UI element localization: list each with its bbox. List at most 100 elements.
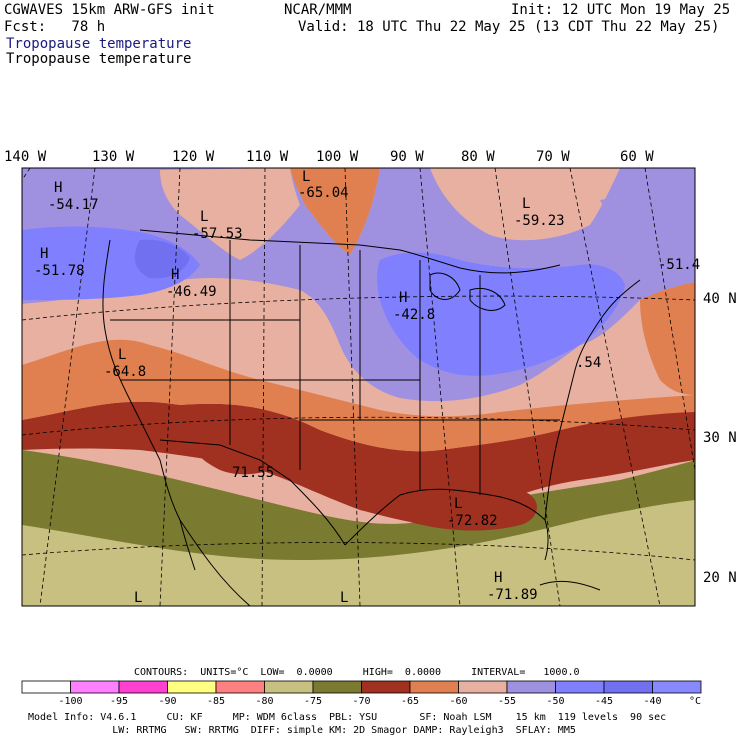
mexico-west-coast (179, 519, 251, 606)
lon-label: 100 W (316, 149, 359, 165)
lon-label: 140 W (4, 149, 47, 165)
center-letter: H (399, 290, 407, 306)
center-value: -51.4 (658, 257, 700, 273)
colorbar-swatch (70, 680, 120, 694)
colorbar-tick-label: -75 (304, 696, 322, 707)
band-blue-core (377, 252, 625, 376)
colorbar-tick-label: -45 (595, 696, 613, 707)
center-value: -42.8 (393, 307, 435, 323)
center-value: .54 (576, 355, 601, 371)
field-label-primary: Tropopause temperature (6, 36, 192, 52)
colorbar-tick-label: -40 (643, 696, 661, 707)
center-value: -59.23 (514, 213, 565, 229)
us-canada-border (139, 229, 561, 274)
center-letter: L (522, 196, 530, 212)
center-letter: H (494, 570, 502, 586)
colorbar-swatch (652, 680, 702, 694)
band-orange-ne (640, 282, 695, 395)
lat-label: 30 N (703, 430, 737, 446)
center-value: -71.89 (487, 587, 538, 603)
center-letter: L (454, 496, 462, 512)
band-darkred-gulf (400, 483, 537, 531)
colorbar-swatch (361, 680, 411, 694)
center-value: -46.49 (166, 284, 217, 300)
colorbar-swatch (215, 680, 265, 694)
model-title: CGWAVES 15km ARW-GFS init (4, 2, 215, 18)
center-label: NCAR/MMM (284, 2, 352, 18)
map-frame (21, 167, 696, 607)
center-letter: L (200, 209, 208, 225)
field-label-secondary: Tropopause temperature (6, 51, 192, 67)
colorbar-swatch (409, 680, 459, 694)
lon-label: 110 W (246, 149, 289, 165)
colorbar-tick-label: -85 (207, 696, 225, 707)
band-orange-canada (290, 168, 380, 255)
lon-label: 70 W (536, 149, 570, 165)
colorbar-tick-label: -60 (449, 696, 467, 707)
center-value: -57.53 (192, 226, 243, 242)
center-value: -54.17 (48, 197, 99, 213)
great-lakes (429, 272, 506, 311)
lon-label: 120 W (172, 149, 215, 165)
lon-label: 80 W (461, 149, 495, 165)
band-pink-canada-east (430, 168, 620, 241)
colorbar-tick-label: -55 (498, 696, 516, 707)
band-khaki-se (470, 500, 695, 606)
center-letter: L (134, 590, 142, 606)
lon-label: 130 W (92, 149, 135, 165)
model-info-line-1: Model Info: V4.6.1 CU: KF MP: WDM 6class… (28, 712, 667, 723)
forecast-hour: Fcst: 78 h (4, 19, 106, 35)
us-east-coast (544, 279, 641, 521)
model-info-line-2: LW: RRTMG SW: RRTMG DIFF: simple KM: 2D … (28, 725, 576, 736)
center-value: 71.55 (232, 465, 274, 481)
colorbar-swatch (21, 680, 71, 694)
colorbar-swatch (167, 680, 217, 694)
colorbar-swatch (118, 680, 168, 694)
colorbar-swatch (264, 680, 314, 694)
cuba-outline (539, 580, 601, 591)
colorbar-tick-label: -100 (58, 696, 82, 707)
colorbar-swatch (458, 680, 508, 694)
band-orange (22, 339, 695, 452)
colorbar-swatch (555, 680, 605, 694)
graticule (22, 168, 695, 606)
colorbar-swatch (312, 680, 362, 694)
colorbar-tick-label: -95 (110, 696, 128, 707)
band-blue-inner-w (134, 239, 190, 279)
colorbar-tick-label: -90 (158, 696, 176, 707)
center-value: -72.82 (447, 513, 498, 529)
contour-info: CONTOURS: UNITS=°C LOW= 0.0000 HIGH= 0.0… (134, 667, 580, 678)
init-time: Init: 12 UTC Mon 19 May 25 (511, 2, 731, 18)
colorbar-swatch (506, 680, 556, 694)
map-outlines (102, 229, 641, 606)
temperature-shading (22, 168, 695, 606)
center-value: -64.8 (104, 364, 146, 380)
colorbar-unit: °C (689, 696, 701, 707)
colorbar: -100 -95 -90 -85 -80 -75 -70 -65 -60 -55 -50 -45 -40… (21, 680, 702, 707)
center-letter: L (118, 347, 126, 363)
pressure-center-labels: H -54.17 L -65.04 L -57.53 L -59.23 H -5… (34, 169, 700, 606)
valid-time: Valid: 18 UTC Thu 22 May 25 (13 CDT Thu … (298, 19, 720, 35)
lat-label: 20 N (703, 570, 737, 586)
colorbar-tick-label: -70 (352, 696, 370, 707)
us-mexico-border (159, 439, 346, 546)
colorbar-tick-label: -80 (255, 696, 273, 707)
center-letter: H (54, 180, 62, 196)
center-letter: L (302, 169, 310, 185)
center-letter: H (171, 267, 179, 283)
lat-label: 40 N (703, 291, 737, 307)
center-value: -51.78 (34, 263, 85, 279)
latitude-labels: 40 N 30 N 20 N (703, 291, 737, 586)
colorbar-tick-label: -65 (401, 696, 419, 707)
lon-label: 60 W (620, 149, 654, 165)
colorbar-tick-label: -50 (546, 696, 564, 707)
center-letter: L (340, 590, 348, 606)
center-letter: H (40, 246, 48, 262)
colorbar-swatch (603, 680, 653, 694)
band-blue-ne (600, 188, 695, 281)
band-olive (22, 450, 695, 560)
center-value: -65.04 (298, 185, 349, 201)
lon-label: 90 W (390, 149, 424, 165)
gulf-coast (344, 488, 549, 561)
